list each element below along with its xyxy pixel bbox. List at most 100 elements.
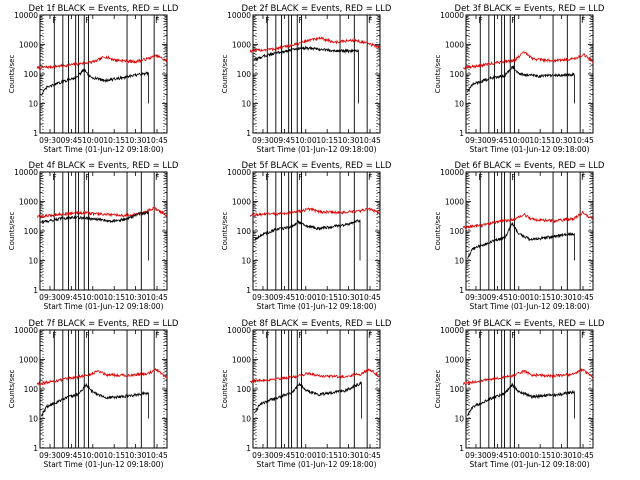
flare-marker: F bbox=[511, 16, 515, 25]
flare-marker: F bbox=[85, 331, 89, 340]
y-tick-label: 100 bbox=[450, 70, 465, 79]
flare-marker: F bbox=[478, 331, 482, 340]
x-tick-label: 10:45 bbox=[146, 451, 168, 460]
x-tick-label: 10:15 bbox=[103, 451, 125, 460]
flare-marker: F bbox=[368, 331, 372, 340]
x-tick-label: 09:30 bbox=[252, 136, 274, 145]
x-tick-label: 09:45 bbox=[487, 451, 509, 460]
series-black bbox=[467, 221, 575, 261]
y-axis-label: Counts/sec bbox=[8, 212, 16, 251]
x-tick-label: 10:30 bbox=[125, 293, 147, 302]
y-tick-label: 10 bbox=[241, 257, 251, 266]
x-tick-label: 09:45 bbox=[487, 293, 509, 302]
x-tick-label: 10:45 bbox=[146, 293, 168, 302]
y-tick-label: 10000 bbox=[227, 326, 251, 335]
x-tick-label: 10:00 bbox=[508, 136, 530, 145]
x-tick-label: 10:30 bbox=[551, 293, 573, 302]
y-tick-label: 10000 bbox=[14, 168, 38, 177]
series-black bbox=[41, 68, 149, 104]
x-tick-label: 09:30 bbox=[39, 136, 61, 145]
y-axis-label: Counts/sec bbox=[434, 370, 442, 409]
y-tick-label: 1 bbox=[246, 444, 251, 453]
y-tick-label: 100 bbox=[24, 385, 39, 394]
plot-frame bbox=[252, 329, 381, 449]
y-tick-label: 1 bbox=[246, 286, 251, 295]
y-tick-label: 1000 bbox=[232, 41, 251, 50]
x-tick-label: 10:30 bbox=[125, 136, 147, 145]
y-tick-label: 10000 bbox=[227, 168, 251, 177]
plot-frame bbox=[465, 329, 594, 449]
series-black bbox=[467, 382, 575, 419]
y-axis-label: Counts/sec bbox=[434, 55, 442, 94]
y-tick-label: 1000 bbox=[445, 198, 464, 207]
x-tick-label: 10:15 bbox=[529, 136, 551, 145]
y-tick-label: 10 bbox=[28, 415, 38, 424]
y-tick-label: 10000 bbox=[227, 11, 251, 20]
series-red bbox=[462, 368, 594, 386]
series-red bbox=[462, 210, 594, 229]
x-tick-label: 10:15 bbox=[316, 136, 338, 145]
y-axis-label: Counts/sec bbox=[8, 55, 16, 94]
y-tick-label: 100 bbox=[24, 70, 39, 79]
y-tick-label: 10 bbox=[454, 257, 464, 266]
chart-panel-4: 1 10 100 1000 10000 09:30 09:45 10:00 10:15 10:30… bbox=[8, 161, 179, 311]
y-axis-label: Counts/sec bbox=[434, 212, 442, 251]
x-axis-label: Start Time (01-Jun-12 09:18:00) bbox=[44, 145, 164, 154]
plot-frame bbox=[39, 329, 168, 449]
chart-title: Det 3f BLACK = Events, RED = LLD bbox=[455, 4, 605, 14]
x-tick-label: 10:45 bbox=[359, 451, 381, 460]
y-axis-label: Counts/sec bbox=[221, 370, 229, 409]
chart-panel-5: 1 10 100 1000 10000 09:30 09:45 10:00 10:15 10:30… bbox=[221, 161, 392, 311]
flare-marker: F bbox=[85, 173, 89, 182]
flare-marker: F bbox=[265, 16, 269, 25]
chart-panel-8: 1 10 100 1000 10000 09:30 09:45 10:00 10:15 10:30… bbox=[221, 319, 392, 469]
chart-panel-7: 1 10 100 1000 10000 09:30 09:45 10:00 10:15 10:30… bbox=[8, 319, 179, 469]
series-black bbox=[254, 45, 359, 104]
chart-title: Det 8f BLACK = Events, RED = LLD bbox=[242, 319, 392, 329]
flare-marker: F bbox=[511, 173, 515, 182]
chart-title: Det 2f BLACK = Events, RED = LLD bbox=[242, 4, 392, 14]
y-tick-label: 1000 bbox=[19, 198, 38, 207]
x-tick-label: 10:30 bbox=[551, 136, 573, 145]
x-axis-label: Start Time (01-Jun-12 09:18:00) bbox=[470, 302, 590, 311]
flare-marker: F bbox=[265, 173, 269, 182]
x-tick-label: 10:00 bbox=[295, 451, 317, 460]
flare-marker: F bbox=[298, 16, 302, 25]
x-tick-label: 10:15 bbox=[316, 451, 338, 460]
flare-marker: F bbox=[478, 16, 482, 25]
flare-marker: F bbox=[155, 331, 159, 340]
x-tick-label: 10:45 bbox=[572, 293, 594, 302]
x-tick-label: 10:30 bbox=[551, 451, 573, 460]
series-black bbox=[254, 380, 362, 419]
x-axis-label: Start Time (01-Jun-12 09:18:00) bbox=[44, 460, 164, 469]
chart-panel-3: 1 10 100 1000 10000 09:30 09:45 10:00 10:15 10:30… bbox=[434, 4, 605, 154]
series-black bbox=[467, 64, 575, 104]
series-red bbox=[36, 367, 168, 386]
x-tick-label: 10:00 bbox=[82, 136, 104, 145]
x-tick-label: 10:45 bbox=[359, 293, 381, 302]
x-tick-label: 09:30 bbox=[252, 293, 274, 302]
y-axis-label: Counts/sec bbox=[221, 212, 229, 251]
y-tick-label: 1 bbox=[459, 286, 464, 295]
plot-frame bbox=[465, 171, 594, 291]
x-axis-label: Start Time (01-Jun-12 09:18:00) bbox=[257, 145, 377, 154]
x-axis-label: Start Time (01-Jun-12 09:18:00) bbox=[257, 302, 377, 311]
x-tick-label: 09:45 bbox=[61, 136, 83, 145]
x-tick-label: 10:15 bbox=[103, 136, 125, 145]
x-tick-label: 09:45 bbox=[274, 293, 296, 302]
series-black bbox=[254, 219, 361, 261]
chart-title: Det 4f BLACK = Events, RED = LLD bbox=[29, 161, 179, 171]
y-tick-label: 10 bbox=[241, 415, 251, 424]
y-tick-label: 1000 bbox=[445, 356, 464, 365]
x-tick-label: 09:45 bbox=[274, 451, 296, 460]
y-tick-label: 10000 bbox=[440, 168, 464, 177]
series-red bbox=[37, 206, 168, 219]
y-tick-label: 10 bbox=[241, 100, 251, 109]
x-tick-label: 09:30 bbox=[465, 451, 487, 460]
chart-title: Det 5f BLACK = Events, RED = LLD bbox=[242, 161, 392, 171]
y-tick-label: 1000 bbox=[19, 356, 38, 365]
series-red bbox=[249, 207, 381, 217]
flare-marker: F bbox=[155, 16, 159, 25]
x-tick-label: 10:00 bbox=[295, 136, 317, 145]
